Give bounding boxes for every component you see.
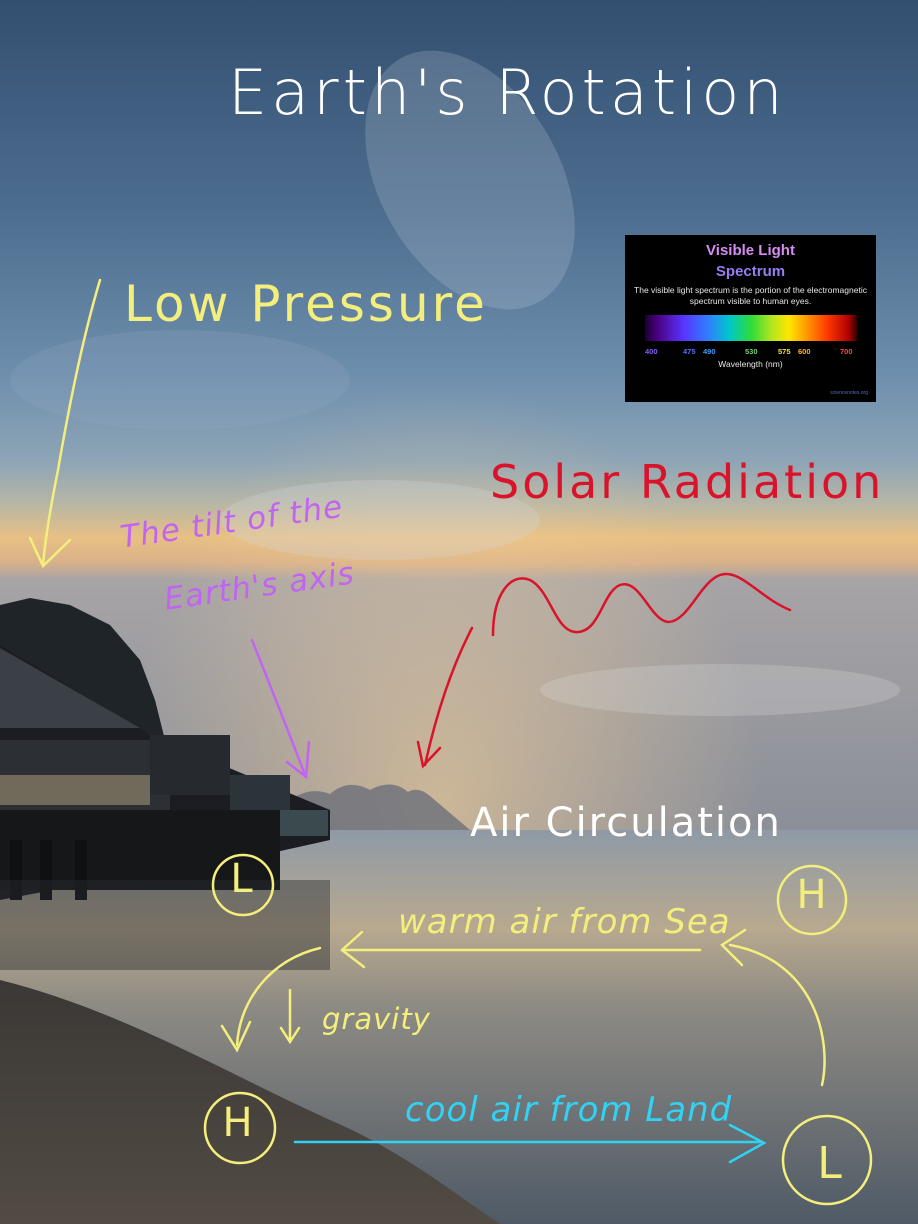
- diagram-title: Earth's Rotation: [228, 56, 787, 129]
- visible-light-spectrum-card: Visible Light Spectrum The visible light…: [625, 235, 876, 402]
- wavelength-tick: 475: [683, 347, 696, 356]
- wavelength-tick: 700: [840, 347, 853, 356]
- wavelength-tick: 600: [798, 347, 811, 356]
- wavelength-tick: 490: [703, 347, 716, 356]
- spectrum-source-credit: sciencenotes.org: [830, 390, 868, 396]
- wavelength-tick: 400: [645, 347, 658, 356]
- spectrum-axis-label: Wavelength (nm): [718, 359, 783, 369]
- high-pressure-land-mark: H: [222, 1100, 254, 1146]
- solar-radiation-label: Solar Radiation: [490, 455, 885, 509]
- gravity-label: gravity: [322, 1002, 431, 1036]
- wavelength-tick: 575: [778, 347, 791, 356]
- high-pressure-sea-mark: H: [796, 872, 828, 918]
- spectrum-description: The visible light spectrum is the portio…: [634, 285, 867, 306]
- spectrum-title-line1: Visible Light: [706, 242, 795, 259]
- spectrum-color-bar: [645, 315, 857, 341]
- low-pressure-land-mark: L: [230, 856, 254, 902]
- low-pressure-label: Low Pressure: [124, 275, 488, 333]
- spectrum-title-line2: Spectrum: [715, 263, 786, 280]
- cool-air-label: cool air from Land: [405, 1090, 733, 1130]
- warm-air-label: warm air from Sea: [398, 902, 731, 942]
- low-pressure-sea-mark: L: [817, 1138, 843, 1189]
- air-circulation-label: Air Circulation: [470, 800, 782, 846]
- wavelength-tick: 530: [745, 347, 758, 356]
